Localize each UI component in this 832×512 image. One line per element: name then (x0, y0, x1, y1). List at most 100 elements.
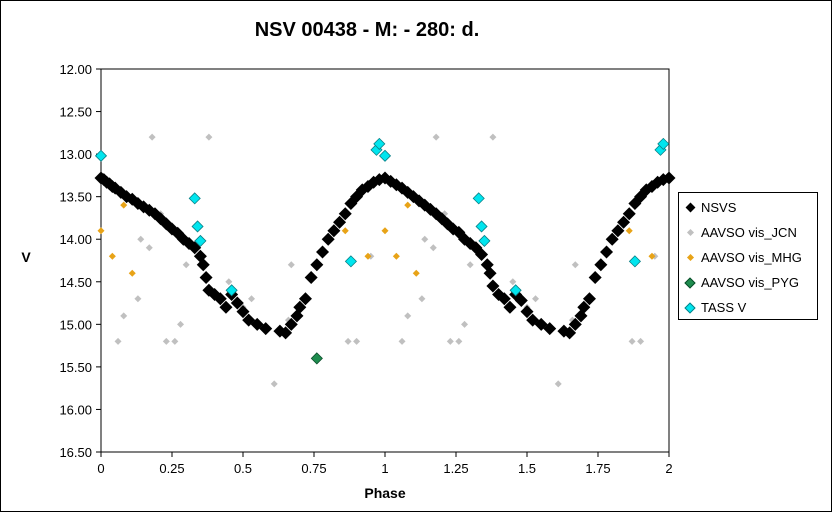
legend-label-pyg: AAVSO vis_PYG (701, 275, 800, 290)
point-nsvs (304, 271, 318, 285)
legend-item-nsvs: NSVS (679, 195, 817, 220)
point-nsvs (486, 279, 500, 293)
point-nsvs (230, 296, 244, 310)
y-tick-label: 15.00 (59, 317, 92, 332)
x-tick-label: 2 (665, 461, 672, 476)
point-aavso-vis-jcn (145, 244, 153, 252)
point-nsvs (622, 207, 636, 221)
point-tass-v (344, 255, 357, 268)
point-nsvs (600, 245, 614, 259)
point-aavso-vis-mhg (392, 252, 400, 260)
point-tass-v (94, 149, 108, 162)
legend-marker-mhg (679, 253, 701, 262)
point-nsvs (259, 322, 273, 336)
x-tick-label: 1.75 (585, 461, 610, 476)
point-nsvs (611, 224, 625, 238)
x-tick-label: 1 (381, 461, 388, 476)
point-nsvs (284, 317, 298, 331)
x-tick-label: 0.25 (159, 461, 184, 476)
point-nsvs (310, 258, 324, 272)
point-aavso-vis-mhg (412, 269, 420, 277)
point-aavso-vis-jcn (466, 261, 474, 269)
point-nsvs (236, 305, 250, 319)
point-aavso-vis-jcn (554, 380, 562, 388)
y-axis-label: V (21, 249, 31, 265)
point-aavso-vis-jcn (532, 295, 540, 303)
y-tick-label: 16.00 (59, 402, 92, 417)
point-nsvs (219, 300, 233, 314)
point-nsvs (543, 322, 557, 336)
point-aavso-vis-jcn (637, 337, 645, 345)
point-aavso-vis-jcn (509, 278, 517, 286)
legend: NSVS AAVSO vis_JCN AAVSO vis_MHG AAVSO v… (678, 192, 818, 320)
point-aavso-vis-jcn (137, 235, 145, 243)
point-nsvs (582, 292, 596, 306)
point-nsvs (321, 232, 335, 246)
point-aavso-vis-mhg (364, 252, 372, 260)
legend-label-nsvs: NSVS (701, 200, 737, 215)
legend-item-tass: TASS V (679, 295, 817, 320)
point-aavso-vis-jcn (404, 312, 412, 320)
point-nsvs (617, 215, 631, 229)
legend-item-pyg: AAVSO vis_PYG (679, 270, 817, 295)
x-axis-ticks: 0 0.25 0.5 0.75 1 1.25 1.5 1.75 2 (97, 452, 673, 476)
point-nsvs (503, 300, 517, 314)
point-aavso-vis-jcn (134, 295, 142, 303)
point-aavso-vis-pyg (310, 352, 323, 365)
point-nsvs (196, 258, 210, 272)
point-aavso-vis-jcn (421, 235, 429, 243)
x-tick-label: 1.25 (443, 461, 468, 476)
point-aavso-vis-mhg (404, 201, 412, 209)
point-nsvs (588, 271, 602, 285)
point-nsvs (327, 224, 341, 238)
point-aavso-vis-jcn (248, 295, 256, 303)
point-tass-v (378, 149, 392, 162)
point-nsvs (293, 300, 307, 314)
point-nsvs (568, 317, 582, 331)
point-nsvs (298, 292, 312, 306)
point-aavso-vis-mhg (108, 252, 116, 260)
point-aavso-vis-jcn (429, 244, 437, 252)
point-tass-v (657, 137, 670, 150)
point-aavso-vis-mhg (625, 227, 633, 235)
point-nsvs (199, 271, 213, 285)
point-tass-v (373, 137, 386, 150)
y-tick-label: 15.50 (59, 360, 92, 375)
point-aavso-vis-jcn (177, 320, 185, 328)
point-aavso-vis-mhg (97, 227, 105, 235)
legend-item-jcn: AAVSO vis_JCN (679, 220, 817, 245)
point-aavso-vis-jcn (205, 133, 213, 141)
point-nsvs (514, 294, 528, 308)
point-nsvs (483, 266, 497, 280)
point-aavso-vis-jcn (418, 295, 426, 303)
point-nsvs (279, 326, 293, 340)
legend-marker-tass (679, 301, 701, 314)
chart-title: NSV 00438 - M: - 280: d. (255, 19, 480, 41)
point-aavso-vis-jcn (270, 380, 278, 388)
legend-label-tass: TASS V (701, 300, 747, 315)
y-axis-ticks: 12.00 12.50 13.00 13.50 14.00 14.50 15.00 15.50… (59, 62, 101, 460)
point-nsvs (563, 326, 577, 340)
point-aavso-vis-jcn (432, 133, 440, 141)
point-aavso-vis-jcn (455, 337, 463, 345)
y-tick-label: 16.50 (59, 445, 92, 460)
point-nsvs (213, 292, 227, 306)
y-tick-label: 12.00 (59, 62, 92, 77)
point-aavso-vis-jcn (446, 337, 454, 345)
y-tick-label: 13.50 (59, 190, 92, 205)
point-aavso-vis-jcn (171, 337, 179, 345)
x-axis-label: Phase (364, 485, 405, 501)
point-nsvs (316, 245, 330, 259)
point-aavso-vis-jcn (120, 312, 128, 320)
point-aavso-vis-mhg (381, 227, 389, 235)
point-nsvs (594, 258, 608, 272)
y-tick-label: 14.00 (59, 232, 92, 247)
point-aavso-vis-jcn (114, 337, 122, 345)
point-tass-v (194, 234, 207, 247)
point-aavso-vis-jcn (225, 278, 233, 286)
point-nsvs (662, 171, 676, 185)
point-aavso-vis-jcn (182, 261, 190, 269)
point-aavso-vis-jcn (344, 337, 352, 345)
point-aavso-vis-mhg (120, 201, 128, 209)
